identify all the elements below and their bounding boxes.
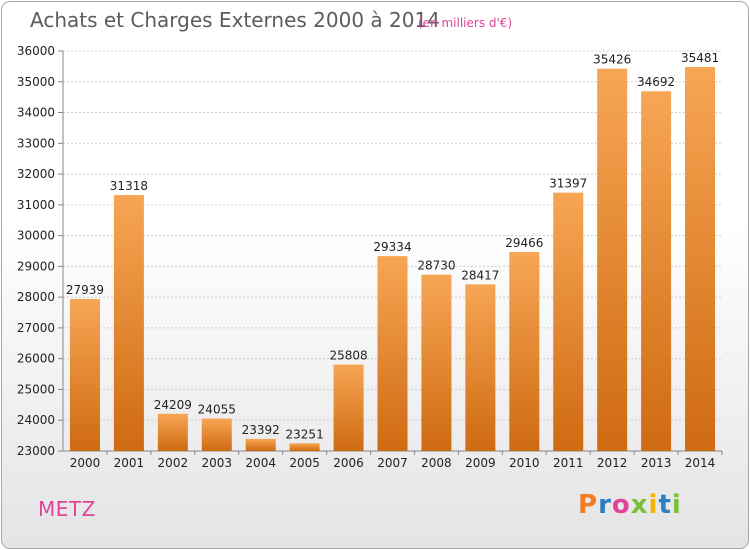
value-label: 29466 bbox=[505, 236, 543, 250]
bar-2003 bbox=[201, 418, 232, 451]
city-label: METZ bbox=[38, 497, 96, 521]
bar-2010 bbox=[509, 252, 540, 451]
value-label: 28730 bbox=[417, 259, 455, 273]
bar-2009 bbox=[465, 284, 496, 451]
y-tick-label: 25000 bbox=[17, 382, 55, 396]
y-tick-label: 24000 bbox=[17, 413, 55, 427]
logo-letter: r bbox=[598, 490, 612, 520]
y-tick-label: 30000 bbox=[17, 229, 55, 243]
bar-2014 bbox=[685, 66, 716, 451]
bar-2013 bbox=[641, 91, 672, 451]
y-tick-label: 32000 bbox=[17, 167, 55, 181]
x-tick-label: 2006 bbox=[333, 456, 364, 470]
y-tick-label: 23000 bbox=[17, 444, 55, 458]
y-tick-label: 29000 bbox=[17, 259, 55, 273]
x-tick-label: 2004 bbox=[245, 456, 276, 470]
x-tick-label: 2005 bbox=[289, 456, 320, 470]
bar-2000 bbox=[69, 299, 100, 451]
logo-letter: i bbox=[648, 490, 659, 520]
logo-letter: x bbox=[630, 490, 649, 520]
bar-2006 bbox=[333, 364, 364, 451]
value-label: 24209 bbox=[154, 398, 192, 412]
logo-letter: o bbox=[611, 490, 631, 520]
x-tick-label: 2010 bbox=[509, 456, 540, 470]
bar-2001 bbox=[113, 195, 144, 451]
value-label: 35426 bbox=[593, 53, 631, 67]
value-label: 24055 bbox=[198, 403, 236, 417]
bar-2007 bbox=[377, 256, 408, 451]
value-label: 35481 bbox=[681, 51, 719, 65]
x-tick-label: 2007 bbox=[377, 456, 408, 470]
logo-letter: t bbox=[658, 490, 672, 520]
value-label: 31318 bbox=[110, 179, 148, 193]
x-tick-label: 2009 bbox=[465, 456, 496, 470]
y-tick-label: 34000 bbox=[17, 106, 55, 120]
bar-2005 bbox=[289, 443, 320, 451]
x-tick-label: 2002 bbox=[158, 456, 189, 470]
y-tick-labels: 23000 24000 25000 26000 27000 28000 29000 30000… bbox=[17, 44, 55, 458]
value-labels: 27939 31318 24209 24055 23392 23251 25808 29334… bbox=[66, 51, 719, 441]
x-tick-label: 2000 bbox=[70, 456, 101, 470]
y-tick-label: 33000 bbox=[17, 136, 55, 150]
bar-2012 bbox=[597, 68, 628, 452]
x-tick-label: 2008 bbox=[421, 456, 452, 470]
value-label: 25808 bbox=[329, 349, 367, 363]
bars bbox=[69, 66, 716, 452]
x-tick-label: 2003 bbox=[201, 456, 232, 470]
bar-2011 bbox=[553, 192, 584, 451]
value-label: 23251 bbox=[286, 427, 324, 441]
bar-2002 bbox=[157, 413, 188, 451]
y-tick-label: 27000 bbox=[17, 321, 55, 335]
y-tick-label: 36000 bbox=[17, 44, 55, 58]
value-label: 23392 bbox=[242, 423, 280, 437]
x-tick-labels: 2000 2001 2002 2003 2004 2005 2006 2007 2008 2009… bbox=[70, 456, 716, 470]
bar-2004 bbox=[245, 438, 276, 451]
x-tick-label: 2001 bbox=[114, 456, 145, 470]
x-tick-label: 2012 bbox=[597, 456, 628, 470]
y-tick-label: 26000 bbox=[17, 352, 55, 366]
logo-letter: i bbox=[671, 490, 682, 520]
value-label: 28417 bbox=[461, 268, 499, 282]
value-label: 27939 bbox=[66, 283, 104, 297]
chart-title: Achats et Charges Externes 2000 à 2014 bbox=[30, 8, 440, 32]
chart-subtitle: (en milliers d'€) bbox=[418, 16, 513, 30]
y-tick-label: 35000 bbox=[17, 75, 55, 89]
x-tick-label: 2011 bbox=[553, 456, 584, 470]
value-label: 29334 bbox=[373, 240, 411, 254]
x-tick-label: 2013 bbox=[641, 456, 672, 470]
proxiti-logo: Proxiti bbox=[578, 490, 682, 520]
value-label: 31397 bbox=[549, 177, 587, 191]
value-label: 34692 bbox=[637, 75, 675, 89]
y-tick-label: 28000 bbox=[17, 290, 55, 304]
y-tick-label: 31000 bbox=[17, 198, 55, 212]
x-tick-label: 2014 bbox=[685, 456, 716, 470]
bar-2008 bbox=[421, 274, 452, 451]
logo-letter: P bbox=[578, 490, 599, 520]
